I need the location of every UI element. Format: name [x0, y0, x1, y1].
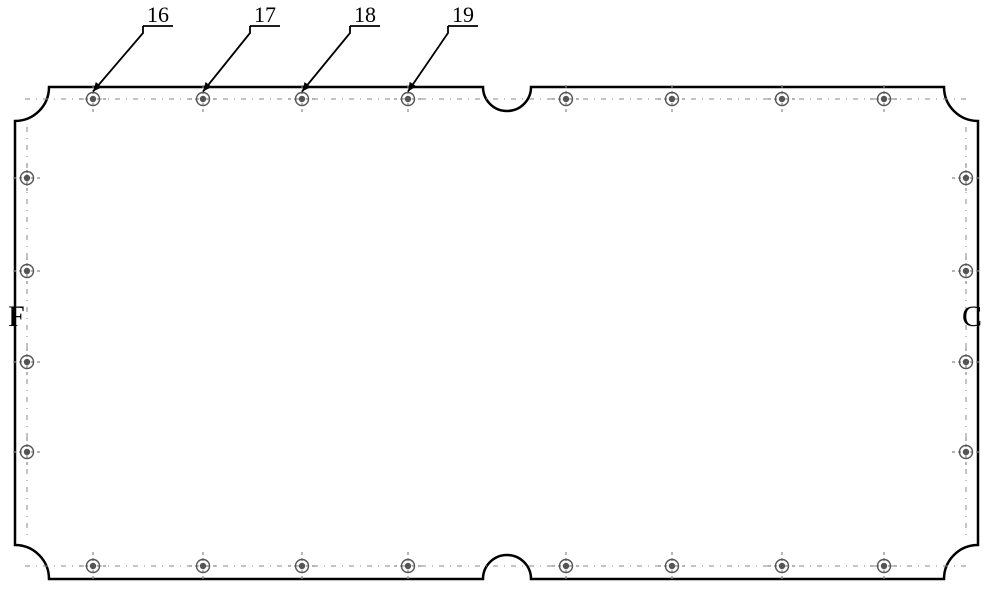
hole: [658, 85, 686, 113]
diagram-svg: [0, 0, 1000, 614]
hole: [952, 348, 980, 376]
hole: [13, 257, 41, 285]
hole: [13, 438, 41, 466]
callout-label-16: 16: [147, 2, 169, 28]
hole: [768, 85, 796, 113]
frame-outline: [15, 87, 978, 579]
callout-leader: [93, 26, 143, 92]
hole: [768, 552, 796, 580]
hole: [189, 85, 217, 113]
callout-leader: [203, 26, 250, 92]
callout-label-17: 17: [254, 2, 276, 28]
side-label-right: C: [962, 300, 982, 334]
hole: [189, 552, 217, 580]
callout-leader: [302, 26, 350, 92]
callout-arrow: [408, 82, 416, 92]
hole: [288, 552, 316, 580]
hole: [13, 348, 41, 376]
hole: [952, 438, 980, 466]
hole: [658, 552, 686, 580]
hole: [394, 85, 422, 113]
hole: [394, 552, 422, 580]
hole: [13, 164, 41, 192]
hole: [552, 552, 580, 580]
diagram-stage: F C 16 17 18 19: [0, 0, 1000, 614]
hole: [952, 257, 980, 285]
callout-label-18: 18: [354, 2, 376, 28]
callout-label-19: 19: [452, 2, 474, 28]
hole: [952, 164, 980, 192]
hole: [288, 85, 316, 113]
hole: [552, 85, 580, 113]
side-label-left: F: [8, 300, 25, 334]
callout-leader: [408, 26, 448, 92]
